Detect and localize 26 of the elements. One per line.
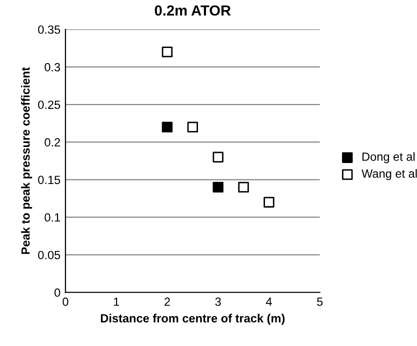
point [187, 122, 198, 132]
legend-label: Wang et al [362, 169, 417, 180]
point [162, 46, 173, 58]
point [264, 196, 274, 208]
x-tick-label: 3 [215, 298, 221, 306]
y-tick-label: 0 [54, 288, 60, 297]
y-tick-label: 0.25 [38, 100, 60, 109]
y-axis-title: Peak to peak pressure coefficient [21, 67, 32, 254]
chart-title: 0.2m ATOR [154, 5, 231, 16]
point [162, 122, 173, 132]
x-tick-label: 4 [266, 298, 272, 306]
point [238, 182, 249, 193]
y-tick-label: 0.3 [44, 63, 60, 72]
y-tick-label: 0.15 [38, 176, 60, 184]
point [212, 182, 224, 193]
legend-label: Dong et al [362, 152, 415, 164]
y-tick-label: 0.1 [44, 213, 60, 222]
y-tick-label: 0.05 [38, 250, 60, 260]
point [212, 152, 224, 162]
x-tick-label: 2 [164, 298, 170, 306]
x-axis-title: Distance from centre of track (m) [100, 314, 285, 325]
x-tick-label: 5 [317, 298, 323, 306]
y-tick-label: 0.35 [38, 25, 60, 34]
y-tick-label: 0.2 [44, 138, 60, 146]
x-tick-label: 0 [62, 298, 68, 306]
x-tick-label: 1 [114, 298, 120, 306]
